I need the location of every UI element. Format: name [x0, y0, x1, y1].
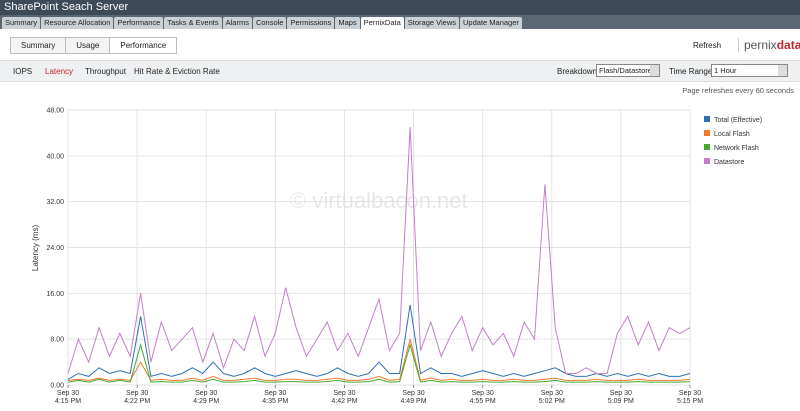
series-line [67, 339, 691, 381]
x-tick-label: Sep 30 4:42 PM [331, 390, 358, 405]
x-tick-label: Sep 30 5:09 PM [607, 390, 634, 405]
tab-bar: Summary Resource Allocation Performance … [0, 15, 800, 29]
y-tick-label: 24.00 [46, 245, 64, 252]
subtab[interactable]: Summary [11, 38, 67, 53]
y-tick-label: 8.00 [50, 337, 64, 344]
metric-link[interactable]: Latency [45, 67, 74, 76]
tab[interactable]: Console [252, 17, 287, 29]
time-range-select[interactable]: 1 Hour [711, 64, 788, 77]
breakdown-label: Breakdown: [557, 67, 600, 76]
subtab[interactable]: Performance [110, 38, 177, 53]
y-tick-label: 0.00 [50, 383, 64, 390]
tab[interactable]: Tasks & Events [164, 17, 222, 29]
tab[interactable]: Alarms [222, 17, 252, 29]
x-tick-label: Sep 30 5:15 PM [676, 390, 704, 405]
subtab-group: Summary Usage Performance [10, 37, 178, 54]
y-tick-label: 48.00 [46, 108, 64, 115]
logo-part: pernix [744, 38, 777, 52]
x-tick-label: Sep 30 4:15 PM [54, 390, 82, 405]
y-axis-label: Latency (ms) [31, 225, 40, 272]
tab[interactable]: Storage Views [404, 17, 460, 29]
legend-swatch [704, 144, 710, 150]
tab[interactable]: Resource Allocation [41, 17, 114, 29]
metric-link[interactable]: Hit Rate & Eviction Rate [134, 67, 220, 76]
subtab[interactable]: Usage [66, 38, 111, 53]
x-tick-label: Sep 30 4:55 PM [469, 390, 496, 405]
series-line [67, 304, 691, 380]
x-tick-label: Sep 30 4:35 PM [262, 390, 289, 405]
breakdown-select[interactable]: Flash/Datastore [596, 64, 660, 77]
tab[interactable]: PernixData [360, 17, 404, 29]
y-tick-label: 16.00 [46, 291, 64, 298]
legend-label: Total (Effective) [714, 117, 762, 124]
legend-swatch [704, 158, 710, 164]
tab[interactable]: Maps [335, 17, 360, 29]
legend-swatch [704, 130, 710, 136]
y-tick-label: 32.00 [46, 199, 64, 206]
legend-label: Network Flash [714, 145, 759, 152]
watermark: © virtualbacon.net [290, 188, 468, 213]
legend-label: Datastore [714, 159, 744, 166]
x-tick-label: Sep 30 4:29 PM [193, 390, 220, 405]
time-range-label: Time Range: [669, 67, 715, 76]
refresh-link[interactable]: Refresh [693, 41, 722, 50]
chart: © virtualbacon.net Latency (ms) 0.00 8.00… [31, 108, 762, 390]
toolbar: IOPS Latency Throughput Hit Rate & Evict… [0, 60, 800, 82]
refresh-note: Page refreshes every 60 seconds [682, 86, 794, 95]
metric-link[interactable]: Throughput [85, 67, 126, 76]
y-tick-label: 40.00 [46, 153, 64, 160]
logo: pernixdata [738, 38, 800, 52]
tab[interactable]: Summary [2, 17, 41, 29]
tab[interactable]: Performance [114, 17, 164, 29]
series-line [67, 343, 691, 383]
legend-swatch [704, 116, 710, 122]
tab[interactable]: Permissions [287, 17, 335, 29]
x-tick-label: Sep 30 4:22 PM [124, 390, 151, 405]
window-title: SharePoint Seach Server [0, 0, 800, 15]
series-line [67, 127, 691, 374]
x-tick-label: Sep 30 5:02 PM [538, 390, 565, 405]
logo-part: data [776, 38, 800, 52]
legend-label: Local Flash [714, 131, 750, 138]
tab[interactable]: Update Manager [460, 17, 522, 29]
x-tick-label: Sep 30 4:49 PM [400, 390, 427, 405]
metric-link[interactable]: IOPS [13, 67, 33, 76]
